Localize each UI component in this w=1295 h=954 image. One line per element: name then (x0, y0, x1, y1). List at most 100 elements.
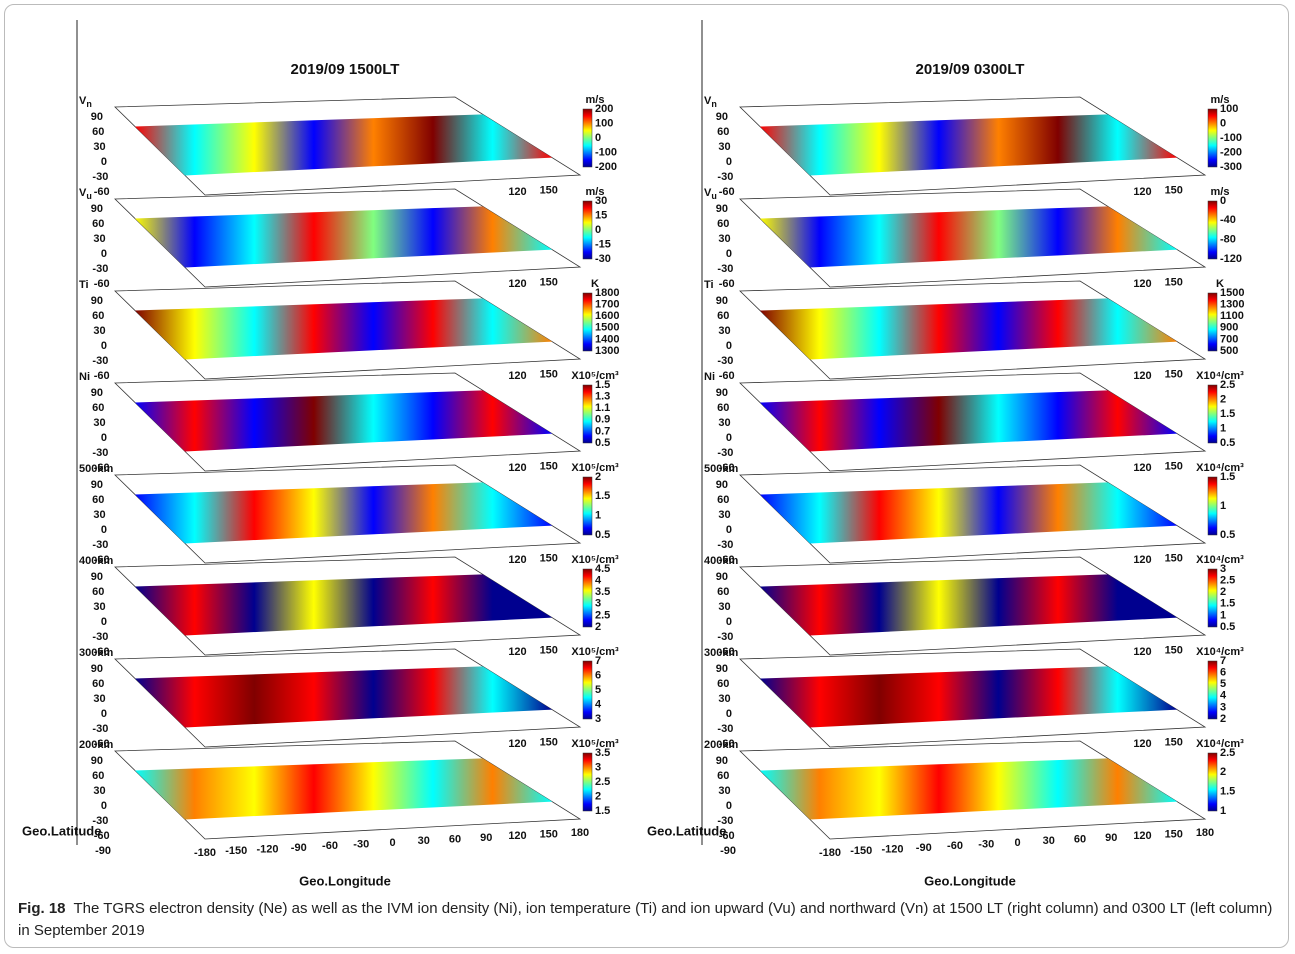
colorbar-tick-label: -200 (595, 161, 617, 173)
layer-label-main: 500km (79, 463, 113, 475)
lat-tick-label: 60 (717, 678, 729, 690)
lon-tick-label: -60 (947, 840, 963, 852)
colorbar-unit: X10⁵/cm³ (571, 462, 619, 474)
lat-tick-label: -30 (92, 723, 108, 735)
lat-tick-label: -60 (719, 738, 735, 750)
lat-tick-label: 90 (91, 755, 103, 767)
layer-label: Vn (79, 95, 92, 109)
colorbar-tick-label: 100 (595, 117, 613, 129)
colorbar-tick-label: 1700 (595, 299, 619, 311)
lat-tick-label: -60 (719, 830, 735, 842)
colorbar-tick-label: 7 (1220, 655, 1226, 667)
lon-tick-label: 120 (508, 278, 526, 290)
colorbar-tick-label: 1600 (595, 310, 619, 322)
lat-tick-label: -60 (719, 646, 735, 658)
lon-tick-label: 150 (1165, 277, 1183, 289)
colorbar-unit: m/s (586, 94, 605, 106)
lat-tick-label: 0 (101, 524, 107, 536)
lat-tick-label: 30 (718, 233, 730, 245)
lat-tick-label: 30 (718, 417, 730, 429)
layer-label: Vu (704, 187, 717, 201)
lon-tick-label: 120 (508, 370, 526, 382)
y-axis-label: Geo.Latitude (22, 823, 101, 838)
colorbar-tick-label: -30 (595, 253, 611, 265)
panel-title: 2019/09 0300LT (916, 61, 1025, 78)
field (760, 114, 1178, 176)
lon-tick-label: -60 (322, 840, 338, 852)
lat-tick-label: 0 (101, 432, 107, 444)
colorbar-tick-label: -80 (1220, 234, 1236, 246)
lon-tick-label: 120 (1133, 370, 1151, 382)
lat-tick-label: 60 (92, 218, 104, 230)
lat-tick-label: 60 (717, 310, 729, 322)
colorbar (582, 568, 593, 628)
lat-tick-label: 60 (717, 494, 729, 506)
lat-tick-label: -60 (94, 738, 110, 750)
colorbar-tick-label: 0.7 (595, 425, 610, 437)
colorbar-tick-label: 1100 (1220, 310, 1244, 322)
colorbar-tick-label: 1.1 (595, 402, 610, 414)
field (135, 574, 553, 636)
lon-tick-label: 180 (1196, 827, 1214, 839)
lon-tick-label: 120 (1133, 554, 1151, 566)
colorbar-tick-label: 2.5 (595, 776, 610, 788)
colorbar-tick-label: 2.5 (1220, 575, 1235, 587)
lon-tick-label: 30 (418, 835, 430, 847)
lon-tick-label: 120 (1133, 462, 1151, 474)
lon-tick-label: -120 (256, 844, 278, 856)
lon-tick-label: 120 (508, 646, 526, 658)
lat-tick-label: 60 (92, 586, 104, 598)
lon-tick-label: 180 (571, 827, 589, 839)
colorbar-tick-label: 1.5 (1220, 471, 1235, 483)
lon-tick-label: 120 (1133, 646, 1151, 658)
layer-label-main: 400km (704, 555, 738, 567)
colorbar-tick-label: 0.5 (595, 529, 610, 541)
caption-text: The TGRS electron density (Ne) as well a… (18, 900, 1273, 939)
lon-tick-label: 60 (1074, 834, 1086, 846)
colorbar-tick-label: 2 (1220, 393, 1226, 405)
lon-tick-label: 150 (540, 461, 558, 473)
colorbar-unit: m/s (1211, 186, 1230, 198)
colorbar (1207, 108, 1218, 168)
layer-label: 200km (79, 739, 113, 751)
colorbar-tick-label: 100 (1220, 103, 1238, 115)
lat-tick-label: -30 (717, 355, 733, 367)
colorbar-tick-label: 15 (595, 209, 607, 221)
lat-tick-label: 0 (726, 340, 732, 352)
lat-tick-label: -30 (92, 815, 108, 827)
lat-tick-label: -30 (717, 723, 733, 735)
layer-label-sub: u (711, 191, 717, 201)
lat-tick-label: 90 (91, 295, 103, 307)
lon-tick-label: -90 (916, 842, 932, 854)
colorbar-tick-label: 1800 (595, 287, 619, 299)
lon-tick-label: 120 (508, 738, 526, 750)
lon-tick-label: 150 (1165, 645, 1183, 657)
layer-label-main: 300km (79, 647, 113, 659)
colorbar-unit: X10⁴/cm³ (1196, 370, 1244, 382)
lat-tick-label: 0 (101, 156, 107, 168)
lat-tick-label: 30 (718, 693, 730, 705)
lat-tick-label: 0 (726, 524, 732, 536)
field (760, 298, 1178, 360)
lon-tick-label: 60 (449, 834, 461, 846)
lat-tick-label: 30 (718, 509, 730, 521)
lat-tick-label: 0 (726, 432, 732, 444)
layer-label: Ni (79, 371, 90, 383)
lat-tick-label: -60 (719, 370, 735, 382)
colorbar-tick-label: 1 (1220, 609, 1226, 621)
colorbar-unit: X10⁴/cm³ (1196, 462, 1244, 474)
colorbar-tick-label: 3 (1220, 701, 1226, 713)
colorbar-tick-label: -40 (1220, 214, 1236, 226)
lon-tick-label: 120 (508, 830, 526, 842)
colorbar-tick-label: 2.5 (1220, 747, 1235, 759)
colorbar-tick-label: 1.5 (595, 379, 610, 391)
colorbar-tick-label: 200 (595, 103, 613, 115)
lon-tick-label: -150 (850, 845, 872, 857)
field (135, 206, 553, 268)
lon-tick-label: 120 (1133, 186, 1151, 198)
field (135, 298, 553, 360)
